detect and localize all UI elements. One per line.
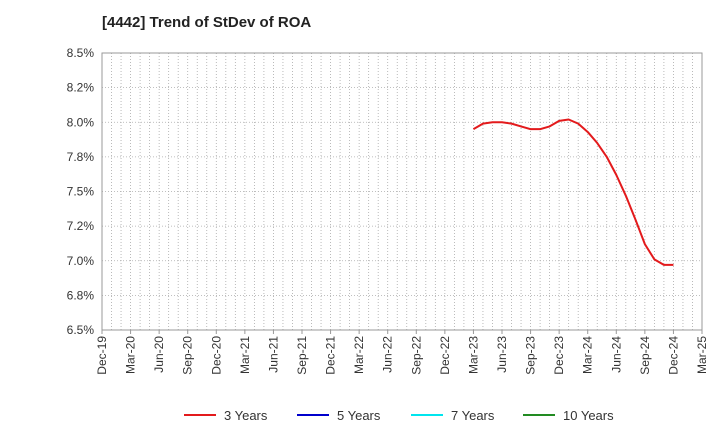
y-axis: 6.5% 6.8% 7.0% 7.2% 7.5% 7.8% 8.0% 8.2% 8.5%	[67, 46, 95, 337]
x-tick-label: Dec-21	[324, 336, 338, 375]
legend: 3 Years 5 Years 7 Years 10 Years	[184, 408, 614, 423]
x-tick-label: Mar-20	[124, 336, 138, 374]
chart-title: [4442] Trend of StDev of ROA	[102, 14, 312, 31]
y-tick-label: 7.2%	[67, 219, 95, 233]
plot-frame	[101, 52, 703, 331]
x-tick-label: Jun-22	[381, 336, 395, 373]
x-tick-label: Sep-22	[409, 336, 423, 375]
x-tick-label: Dec-19	[95, 336, 109, 375]
y-tick-label: 8.5%	[67, 46, 95, 60]
y-tick-label: 6.8%	[67, 288, 95, 302]
y-tick-label: 8.2%	[67, 81, 95, 95]
y-tick-label: 7.8%	[67, 150, 95, 164]
x-tick-label: Dec-23	[552, 336, 566, 375]
grid	[102, 53, 702, 330]
x-tick-label: Dec-20	[209, 336, 223, 375]
x-tick-label: Mar-25	[695, 336, 709, 374]
x-tick-label: Dec-22	[438, 336, 452, 375]
x-axis: Dec-19 Mar-20 Jun-20 Sep-20 Dec-20 Mar-21 Jun-…	[95, 330, 709, 375]
x-tick-label: Jun-20	[152, 336, 166, 373]
x-tick-label: Mar-21	[238, 336, 252, 374]
x-tick-label: Mar-23	[466, 336, 480, 374]
legend-label: 5 Years	[337, 408, 381, 423]
x-tick-label: Jun-24	[609, 336, 623, 373]
x-tick-label: Mar-22	[352, 336, 366, 374]
x-tick-label: Sep-21	[295, 336, 309, 375]
x-tick-label: Sep-23	[524, 336, 538, 375]
x-tick-label: Sep-24	[638, 336, 652, 375]
series-line	[472, 118, 674, 266]
y-tick-label: 7.0%	[67, 254, 95, 268]
x-tick-label: Dec-24	[666, 336, 680, 375]
x-tick-label: Jun-23	[495, 336, 509, 373]
x-tick-label: Sep-20	[181, 336, 195, 375]
legend-label: 3 Years	[224, 408, 268, 423]
series	[472, 118, 674, 266]
legend-label: 7 Years	[451, 408, 495, 423]
legend-label: 10 Years	[563, 408, 614, 423]
y-tick-label: 7.5%	[67, 185, 95, 199]
x-tick-label: Jun-21	[266, 336, 280, 373]
y-tick-label: 8.0%	[67, 115, 95, 129]
x-tick-label: Mar-24	[581, 336, 595, 374]
y-tick-label: 6.5%	[67, 323, 95, 337]
